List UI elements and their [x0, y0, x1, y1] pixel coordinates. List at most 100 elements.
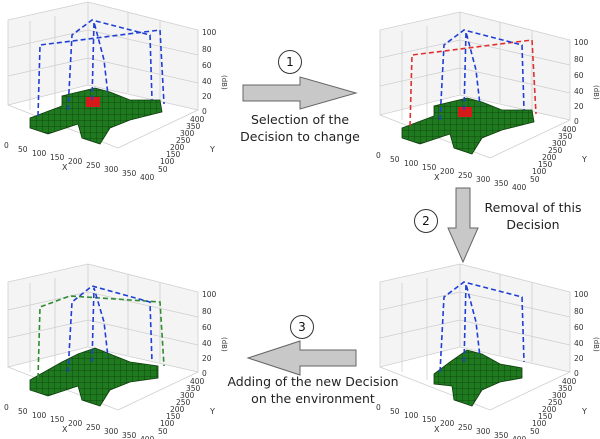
x-tick-label: 300: [104, 165, 119, 174]
x-tick-label: 50: [390, 407, 400, 416]
x-tick-label: 50: [390, 155, 400, 164]
y-tick-label: 100: [532, 167, 547, 176]
y-tick-label: 250: [548, 398, 563, 407]
z-tick-label: 100: [202, 28, 217, 37]
plot-top-left: 0 50 100 150 200 250 300 350 400 X 50 10…: [4, 1, 228, 182]
y-tick-label: 100: [160, 419, 175, 428]
z-tick-label: 0: [202, 369, 207, 378]
x-tick-label: 0: [376, 151, 381, 160]
y-tick-label: 150: [538, 160, 553, 169]
z-tick-label: 60: [574, 323, 584, 332]
y-tick-label: 50: [530, 427, 540, 436]
z-tick-label: 40: [202, 77, 212, 86]
z-tick-label: 60: [202, 323, 212, 332]
x-tick-label: 250: [86, 423, 101, 432]
z-tick-label: 100: [574, 38, 589, 47]
y-tick-label: 100: [532, 419, 547, 428]
x-tick-label: 50: [18, 145, 28, 154]
y-tick-label: 150: [538, 412, 553, 421]
x-tick-label: 350: [122, 431, 137, 439]
selected-decision-marker: [458, 107, 472, 117]
x-tick-label: 150: [50, 415, 65, 424]
z-tick-label: 40: [202, 339, 212, 348]
x-tick-label: 250: [86, 161, 101, 170]
y-tick-label: 50: [158, 427, 168, 436]
z-tick-label: 100: [574, 290, 589, 299]
y-tick-label: 150: [166, 412, 181, 421]
y-tick-label: 350: [186, 122, 201, 131]
z-tick-label: 20: [202, 354, 212, 363]
x-tick-label: 250: [458, 423, 473, 432]
decision-lines: [37, 19, 165, 117]
tick-labels: 0 50 100 150 200 250 300 350 400 X 50 10…: [376, 290, 600, 439]
step-3-number: 3: [290, 315, 314, 339]
y-tick-label: 200: [542, 405, 557, 414]
z-axis-label: (dB): [592, 337, 600, 352]
plot-bottom-right: 0 50 100 150 200 250 300 350 400 X 50 10…: [376, 263, 600, 439]
x-tick-label: 300: [476, 175, 491, 184]
y-tick-label: 200: [542, 153, 557, 162]
step-2-label-line1: Removal of this: [484, 200, 582, 215]
step-2-label: Removal of this Decision: [474, 200, 592, 234]
x-tick-label: 100: [32, 411, 47, 420]
z-axis-label: (dB): [220, 337, 228, 352]
x-axis-label: X: [434, 173, 440, 182]
step-1-label-line1: Selection of the: [250, 112, 350, 127]
x-tick-label: 150: [50, 153, 65, 162]
decision-lines: [37, 285, 165, 379]
tick-labels: 0 50 100 150 200 250 300 350 400 X 50 10…: [4, 28, 228, 182]
x-tick-label: 400: [512, 183, 527, 192]
y-axis-label: Y: [581, 155, 587, 164]
x-tick-label: 400: [140, 435, 155, 439]
z-tick-label: 40: [574, 339, 584, 348]
decision-lines: [439, 281, 525, 373]
x-tick-label: 350: [494, 179, 509, 188]
step-3-label: Adding of the new Decision on the enviro…: [226, 374, 400, 408]
z-tick-label: 20: [202, 92, 212, 101]
y-tick-label: 200: [170, 405, 185, 414]
step-3-label-line1: Adding of the new Decision: [227, 374, 399, 389]
z-tick-label: 0: [202, 107, 207, 116]
y-axis-label: Y: [209, 145, 215, 154]
x-tick-label: 300: [104, 427, 119, 436]
x-tick-label: 200: [68, 419, 83, 428]
decision-lines: [409, 29, 537, 127]
step-1-number: 1: [278, 50, 302, 74]
voxel-obstacles: [401, 97, 535, 155]
arrow-right-step1: [242, 76, 358, 110]
x-tick-label: 350: [494, 431, 509, 439]
y-tick-label: 350: [558, 132, 573, 141]
step-2-label-line2: Decision: [506, 216, 560, 232]
plot-top-right: 0 50 100 150 200 250 300 350 400 X 50 10…: [376, 11, 600, 192]
z-tick-label: 0: [574, 117, 579, 126]
z-axis-label: (dB): [220, 75, 228, 90]
x-tick-label: 50: [18, 407, 28, 416]
z-tick-label: 60: [202, 61, 212, 70]
y-axis-label: Y: [209, 407, 215, 416]
z-tick-label: 60: [574, 71, 584, 80]
z-tick-label: 20: [574, 102, 584, 111]
y-tick-label: 250: [548, 146, 563, 155]
y-tick-label: 350: [186, 384, 201, 393]
z-tick-label: 100: [202, 290, 217, 299]
step-1-label: Selection of the Decision to change: [236, 112, 364, 146]
x-axis-label: X: [62, 425, 68, 434]
voxel-obstacles: [29, 87, 163, 145]
z-tick-label: 20: [574, 354, 584, 363]
y-tick-label: 100: [160, 157, 175, 166]
tick-labels: 0 50 100 150 200 250 300 350 400 X 50 10…: [4, 290, 228, 439]
x-tick-label: 300: [476, 427, 491, 436]
z-tick-label: 80: [202, 45, 212, 54]
voxel-obstacles: [433, 349, 523, 407]
z-tick-label: 0: [574, 369, 579, 378]
y-tick-label: 250: [176, 398, 191, 407]
y-tick-label: 400: [190, 115, 205, 124]
y-tick-label: 150: [166, 150, 181, 159]
x-tick-label: 400: [140, 173, 155, 182]
y-tick-label: 50: [530, 175, 540, 184]
z-axis-label: (dB): [592, 85, 600, 100]
y-tick-label: 300: [552, 139, 567, 148]
y-tick-label: 250: [176, 136, 191, 145]
x-tick-label: 400: [512, 435, 527, 439]
